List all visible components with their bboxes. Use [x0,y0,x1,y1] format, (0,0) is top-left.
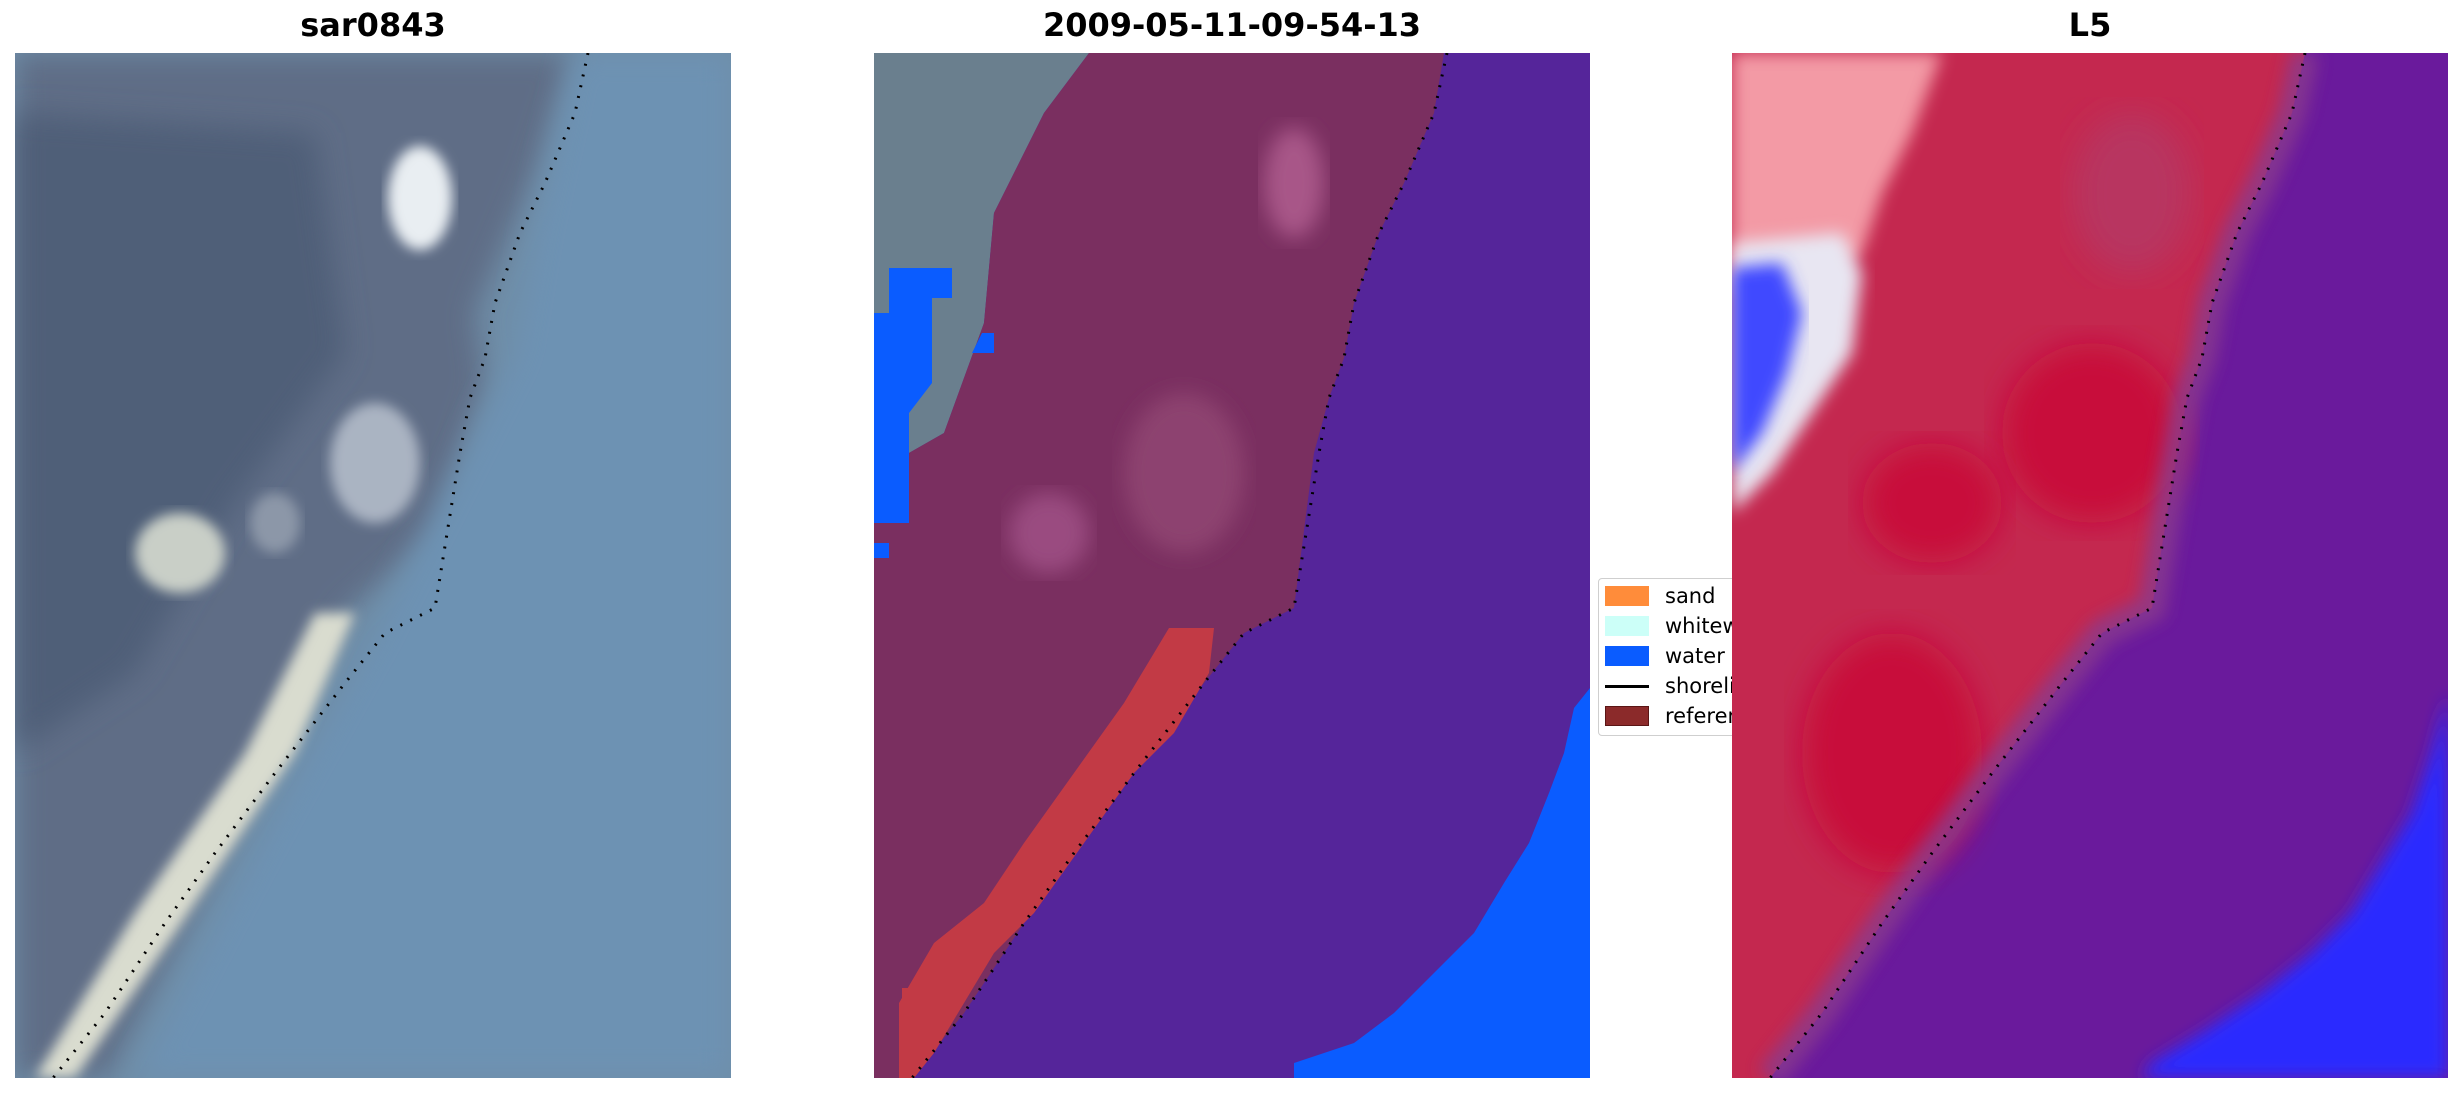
shoreline-line-icon [1605,684,1649,688]
shoreline-line [51,53,590,1078]
panel-title-rgb: sar0843 [300,6,446,44]
water-swatch [1605,646,1649,666]
sand-swatch [1605,586,1649,606]
legend-label: water [1665,644,1725,668]
legend-label: sand [1665,584,1716,608]
whitewater-swatch [1605,616,1649,636]
shoreline-line [910,53,1449,1078]
rgb-satellite-image [15,53,731,1078]
legend-item-water: water [1605,644,1725,668]
index-map [1732,53,2448,1078]
classified-image [874,53,1590,1078]
legend-item-sand: sand [1605,584,1716,608]
panel-title-index: L5 [2068,6,2112,44]
panel-title-classified: 2009-05-11-09-54-13 [1042,6,1422,44]
reference-shoreline-swatch [1605,706,1649,726]
shoreline-line [1768,53,2307,1078]
